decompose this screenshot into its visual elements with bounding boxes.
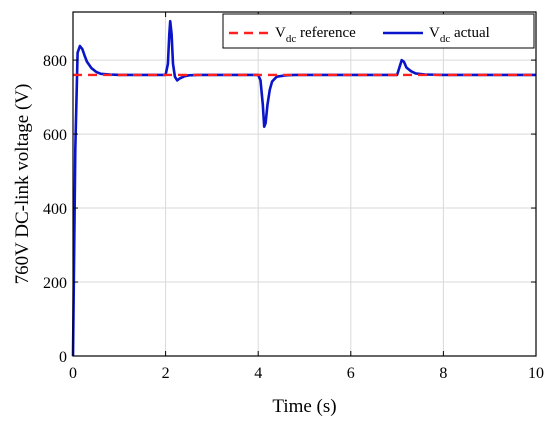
y-axis-label: 760V DC-link voltage (V) xyxy=(12,84,33,285)
x-tick-label: 8 xyxy=(439,365,447,382)
legend-entry-reference: Vdc reference xyxy=(229,25,356,45)
x-tick-label: 0 xyxy=(69,365,77,382)
legend-box xyxy=(222,13,535,49)
x-tick-label: 4 xyxy=(254,365,262,382)
y-tick-label: 200 xyxy=(43,275,67,292)
x-axis-label: Time (s) xyxy=(272,396,336,417)
grid xyxy=(73,12,536,356)
plot-frame xyxy=(72,11,537,357)
y-tick-label: 800 xyxy=(43,53,67,70)
legend-entry-actual: Vdc actual xyxy=(383,25,490,45)
x-tick-label: 2 xyxy=(162,365,170,382)
actual-series-line xyxy=(71,19,536,357)
legend-label: Vdc actual xyxy=(429,25,490,45)
series-layer xyxy=(71,19,536,357)
y-tick-label: 0 xyxy=(59,349,67,366)
x-tick-label: 10 xyxy=(528,365,544,382)
ticks: 0 2 4 6 8 10 0 200 400 600 800 xyxy=(43,12,544,382)
y-tick-label: 400 xyxy=(43,201,67,218)
legend-label: Vdc reference xyxy=(275,25,356,45)
x-tick-label: 6 xyxy=(347,365,355,382)
y-tick-label: 600 xyxy=(43,127,67,144)
legend: Vdc reference Vdc actual xyxy=(222,13,535,49)
